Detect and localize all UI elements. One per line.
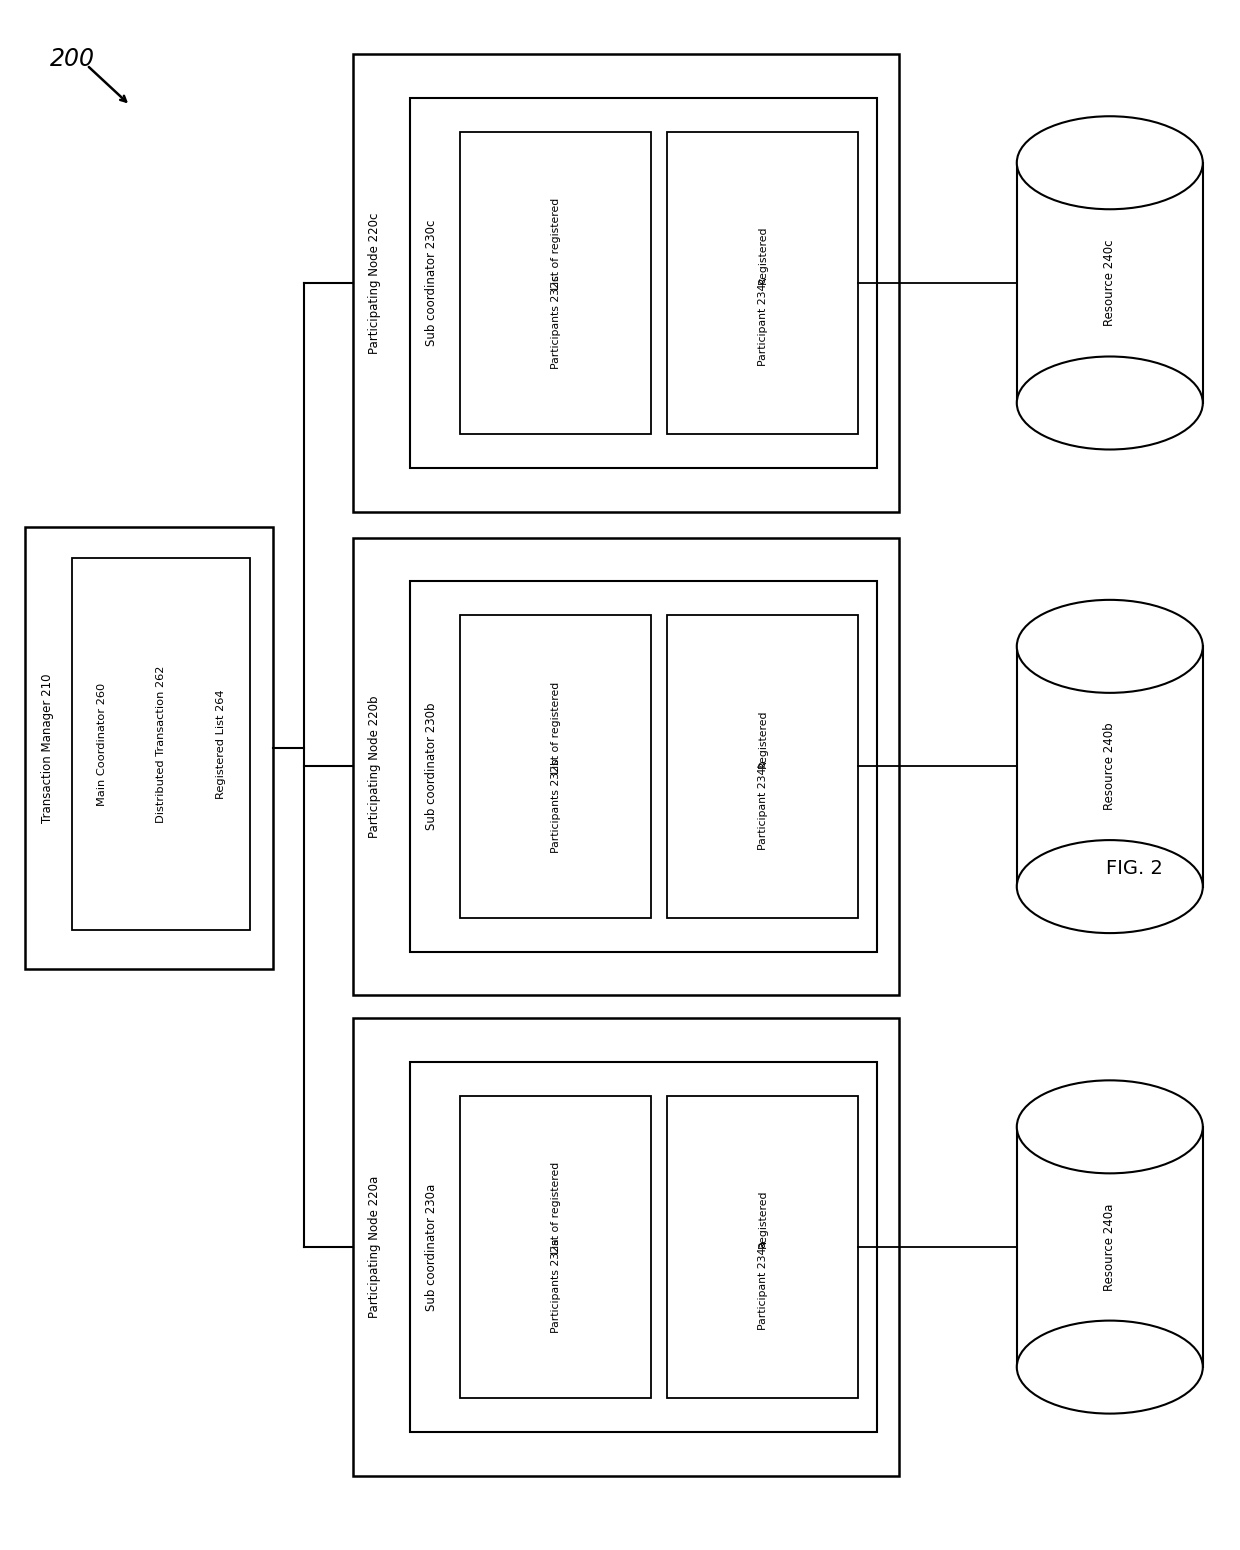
Text: Sub coordinator 230c: Sub coordinator 230c	[425, 220, 438, 346]
Bar	[72, 558, 250, 930]
Text: List of registered: List of registered	[551, 1162, 560, 1254]
Ellipse shape	[1017, 1080, 1203, 1173]
Text: Participating Node 220a: Participating Node 220a	[368, 1176, 381, 1318]
Bar	[667, 615, 858, 918]
Bar	[353, 538, 899, 995]
Text: Participating Node 220b: Participating Node 220b	[368, 696, 381, 837]
Bar	[460, 1096, 651, 1398]
Text: Participating Node 220c: Participating Node 220c	[368, 212, 381, 353]
Text: 200: 200	[50, 46, 94, 71]
Bar	[410, 1062, 877, 1432]
Text: Registered: Registered	[758, 1190, 768, 1248]
Text: Participant 234a: Participant 234a	[758, 1242, 768, 1330]
Text: Participants 232b: Participants 232b	[551, 758, 560, 852]
Bar	[460, 132, 651, 434]
Text: List of registered: List of registered	[551, 682, 560, 773]
Text: Registered List 264: Registered List 264	[216, 690, 226, 798]
Bar	[460, 615, 651, 918]
Polygon shape	[1017, 646, 1203, 887]
Bar	[353, 54, 899, 512]
Text: Distributed Transaction 262: Distributed Transaction 262	[156, 665, 166, 823]
Bar	[25, 527, 273, 969]
Text: Resource 240a: Resource 240a	[1104, 1203, 1116, 1291]
Bar	[667, 132, 858, 434]
Text: Transaction Manager 210: Transaction Manager 210	[41, 673, 53, 823]
Text: Participants 232c: Participants 232c	[551, 274, 560, 369]
Text: Resource 240b: Resource 240b	[1104, 722, 1116, 811]
Bar	[667, 1096, 858, 1398]
Ellipse shape	[1017, 116, 1203, 209]
Text: Resource 240c: Resource 240c	[1104, 240, 1116, 326]
Ellipse shape	[1017, 840, 1203, 933]
Text: Participant 234c: Participant 234c	[758, 277, 768, 366]
Text: Sub coordinator 230b: Sub coordinator 230b	[425, 702, 438, 831]
Bar	[410, 581, 877, 952]
Ellipse shape	[1017, 356, 1203, 449]
Text: Main Coordinator 260: Main Coordinator 260	[97, 682, 107, 806]
Text: List of registered: List of registered	[551, 198, 560, 290]
Polygon shape	[1017, 1127, 1203, 1367]
Text: Registered: Registered	[758, 226, 768, 284]
Text: FIG. 2: FIG. 2	[1106, 859, 1163, 877]
Ellipse shape	[1017, 1321, 1203, 1414]
Text: Sub coordinator 230a: Sub coordinator 230a	[425, 1183, 438, 1311]
Polygon shape	[1017, 163, 1203, 403]
Text: Registered: Registered	[758, 710, 768, 767]
Ellipse shape	[1017, 600, 1203, 693]
Text: Participant 234b: Participant 234b	[758, 761, 768, 849]
Bar	[410, 98, 877, 468]
Bar	[353, 1018, 899, 1476]
Text: Participants 232a: Participants 232a	[551, 1238, 560, 1333]
